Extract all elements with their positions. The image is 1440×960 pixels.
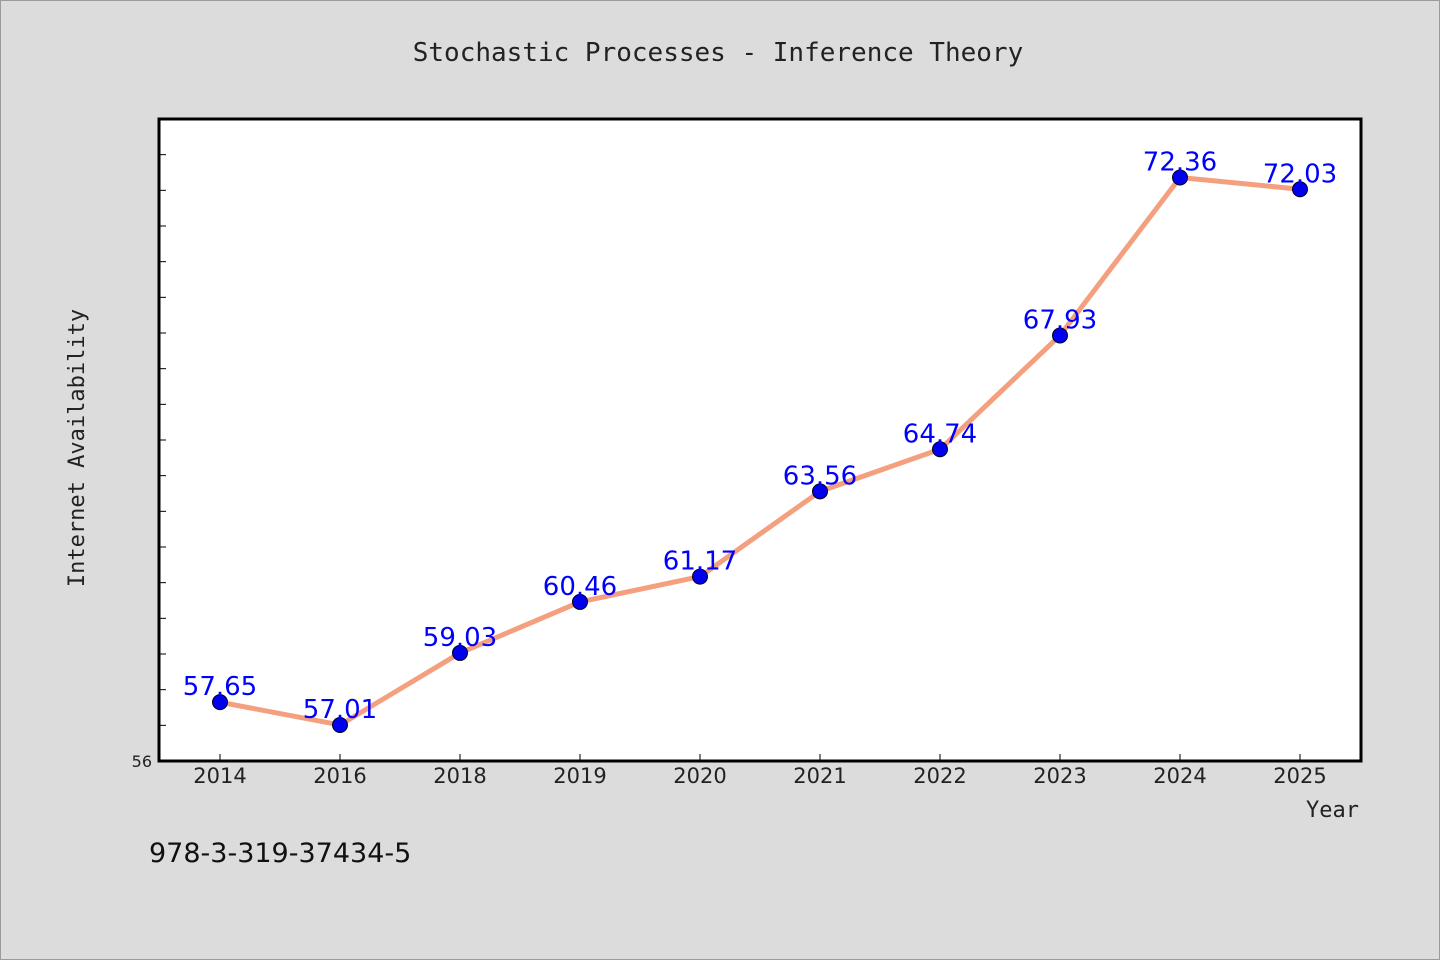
data-label-2024: 72.36 [1143, 147, 1217, 177]
data-point-2025 [1292, 181, 1308, 198]
x-axis-ticks: 2014 2016 2018 2019 2020 2021 2022 2023 2024 2025 [193, 754, 1327, 788]
x-tick-label-2020: 2020 [673, 764, 726, 788]
data-point-2024 [1172, 169, 1188, 186]
data-label-2022: 64.74 [903, 419, 977, 449]
data-label-2019: 60.46 [543, 572, 617, 602]
data-point-2018 [452, 644, 468, 661]
data-point-2016 [332, 716, 348, 733]
data-point-2022 [932, 441, 948, 458]
data-point-2020 [692, 568, 708, 585]
x-tick-label-2022: 2022 [913, 764, 966, 788]
data-label-2016: 57.01 [303, 695, 377, 725]
y-axis-min-label: 56 [132, 752, 152, 771]
x-tick-label-2016: 2016 [313, 764, 366, 788]
y-axis-title: Internet Availability [65, 309, 90, 587]
data-label-2025: 72.03 [1263, 159, 1337, 189]
data-point-2021 [812, 483, 828, 500]
data-label-2023: 67.93 [1023, 305, 1097, 335]
isbn-text: 978-3-319-37434-5 [149, 838, 411, 869]
series-line-0 [217, 174, 1303, 728]
data-label-2018: 59.03 [423, 623, 497, 653]
x-tick-label-2019: 2019 [553, 764, 606, 788]
x-tick-label-2023: 2023 [1033, 764, 1086, 788]
data-label-2021: 63.56 [783, 461, 857, 491]
x-tick-label-2025: 2025 [1273, 764, 1326, 788]
data-point-2019 [572, 593, 588, 610]
y-axis-ticks [159, 154, 166, 726]
x-tick-label-2018: 2018 [433, 764, 486, 788]
chart-title: Stochastic Processes - Inference Theory [413, 38, 1023, 68]
data-label-2014: 57.65 [183, 672, 257, 702]
x-tick-label-2014: 2014 [193, 764, 246, 788]
data-point-2023 [1052, 327, 1068, 344]
x-tick-label-2021: 2021 [793, 764, 846, 788]
plot-area [157, 117, 1363, 763]
x-axis-title: Year [1306, 798, 1359, 823]
data-point-2014 [212, 694, 228, 711]
data-label-2020: 61.17 [663, 547, 737, 577]
x-tick-label-2024: 2024 [1153, 764, 1206, 788]
data-labels-layer: 57.65 57.01 59.03 60.46 61.17 63.56 64.74 67.93… [183, 147, 1337, 724]
series-layer [212, 169, 1308, 733]
